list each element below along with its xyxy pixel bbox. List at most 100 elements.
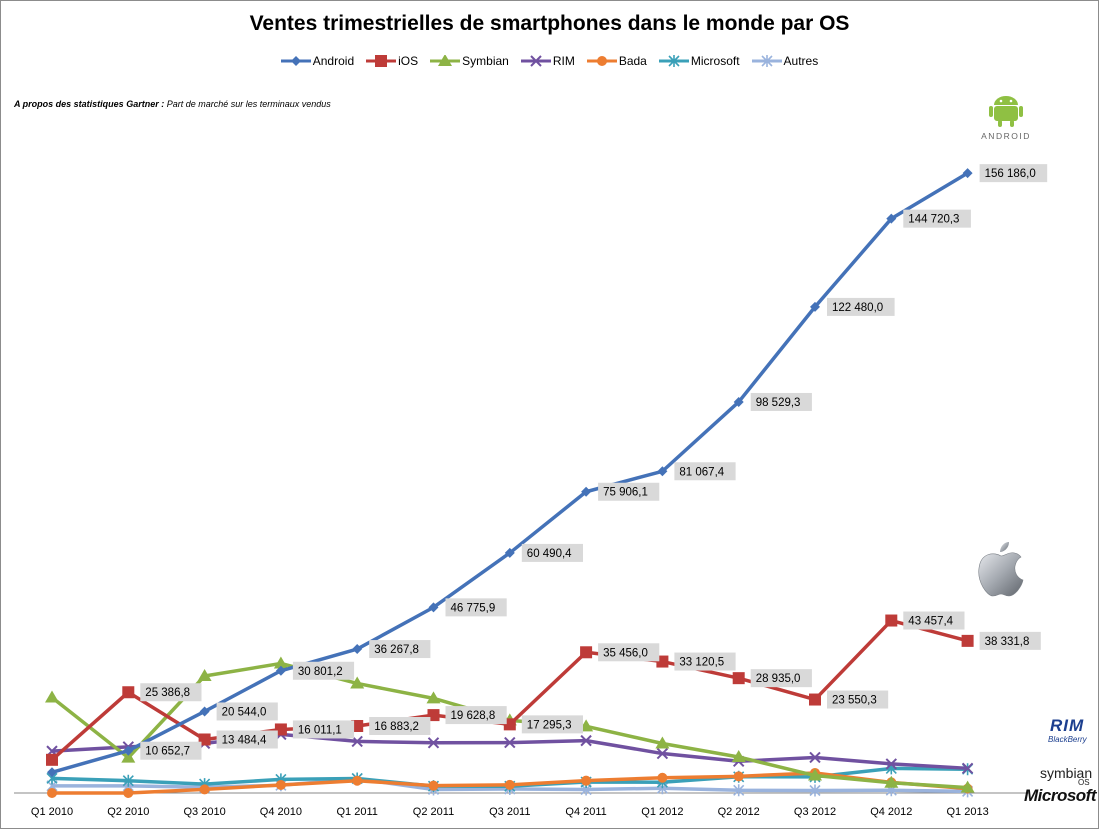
data-label-box [369, 716, 431, 735]
data-point-android [504, 547, 515, 558]
data-point-rim [961, 762, 974, 775]
data-point-android [428, 602, 439, 613]
data-label: 81 067,4 [679, 466, 724, 478]
data-point-ios [46, 753, 58, 766]
symbian-logo-icon: symbian OS [1040, 765, 1094, 791]
data-point-symbian [884, 775, 899, 788]
data-point-ios [351, 719, 364, 732]
data-point-bada [428, 780, 439, 791]
data-point-ios [274, 723, 287, 736]
data-point-symbian [655, 736, 670, 749]
data-point-symbian [45, 690, 59, 703]
data-label: 23 550,3 [832, 695, 877, 707]
data-label-box [598, 482, 660, 501]
legend-marker [438, 55, 453, 66]
legend-label: Symbian [462, 54, 509, 68]
data-label: 43 457,4 [908, 616, 953, 628]
legend-label: Autres [783, 54, 819, 68]
data-label: 35 456,0 [603, 647, 648, 659]
data-point-ios [122, 686, 135, 699]
microsoft-logo-icon: Microsoft [1024, 786, 1098, 806]
data-label: 36 267,8 [374, 644, 419, 656]
data-label-box [598, 643, 660, 662]
data-label: 20 544,0 [222, 706, 267, 718]
data-label: 16 883,2 [374, 721, 419, 733]
data-label-box [903, 209, 971, 228]
legend-label: Microsoft [690, 54, 740, 68]
legend-swatch [586, 56, 617, 66]
x-tick-label: Q1 2012 [641, 806, 683, 818]
legend-swatch [520, 55, 551, 67]
legend-item-microsoft: Microsoft [658, 54, 740, 68]
data-point-bada [504, 779, 515, 790]
data-label: 16 011,1 [298, 724, 342, 736]
legend-item-rim: RIM [520, 54, 575, 68]
x-tick-label: Q1 2013 [946, 806, 988, 818]
data-label: 38 331,8 [985, 636, 1030, 648]
data-point-ios [809, 693, 821, 706]
legend-swatch [658, 55, 689, 67]
data-label: 13 484,4 [222, 734, 267, 746]
data-label: 60 490,4 [527, 548, 572, 560]
x-tick-label: Q4 2010 [260, 806, 302, 818]
data-label-box [445, 706, 507, 725]
data-point-android [199, 706, 210, 717]
data-point-ios [580, 646, 593, 659]
data-point-bada [352, 775, 363, 786]
data-label-box [369, 640, 431, 659]
data-point-ios [656, 655, 669, 668]
legend-swatch [751, 55, 782, 67]
data-label-box [674, 462, 736, 481]
apple-logo-icon [978, 542, 1024, 597]
legend-marker [375, 55, 388, 67]
legend-label: iOS [398, 54, 419, 68]
data-point-symbian [426, 691, 441, 704]
data-label: 28 935,0 [756, 673, 801, 685]
legend-label: RIM [552, 54, 575, 68]
blackberry-wordmark: BlackBerry [1048, 735, 1087, 744]
data-point-bada [47, 788, 57, 798]
data-point-ios [427, 709, 440, 722]
legend-item-bada: Bada [586, 54, 647, 68]
legend-item-android: Android [280, 54, 354, 68]
data-label-box [750, 669, 812, 688]
data-point-microsoft [122, 774, 134, 787]
data-label: 25 386,8 [145, 687, 190, 699]
data-point-android [275, 665, 286, 676]
data-point-symbian [808, 768, 822, 781]
data-label: 19 628,8 [451, 710, 496, 722]
note-bold: A propos des statistiques Gartner : [14, 99, 165, 109]
data-label-box [216, 702, 278, 721]
data-point-android [657, 466, 668, 477]
data-label-box [979, 164, 1048, 183]
data-label-box [521, 543, 583, 562]
data-point-bada [199, 784, 210, 795]
data-point-rim [885, 758, 898, 770]
data-point-rim [427, 737, 440, 749]
x-tick-label: Q3 2011 [489, 806, 530, 818]
data-point-symbian [121, 750, 136, 763]
data-point-bada [657, 772, 668, 783]
data-label: 98 529,3 [756, 397, 801, 409]
legend-marker [290, 56, 301, 66]
data-point-bada [123, 788, 134, 798]
data-point-symbian [350, 676, 365, 689]
data-point-rim [656, 747, 669, 760]
x-tick-label: Q3 2010 [183, 806, 225, 818]
legend: Android iOS Symbian RIM Bada Microsoft Autres [0, 54, 1099, 68]
data-point-android [733, 396, 744, 407]
legend-swatch [366, 55, 397, 67]
data-label: 156 186,0 [985, 168, 1036, 180]
data-point-symbian [731, 750, 746, 763]
data-point-ios [503, 718, 516, 731]
data-label-box [750, 392, 812, 411]
android-robot-icon: ANDROID [981, 96, 1029, 141]
data-label-box [521, 715, 583, 734]
data-label-box [140, 683, 202, 702]
data-label-box [292, 720, 355, 739]
legend-item-ios: iOS [366, 54, 418, 68]
rim-wordmark: RIM [1050, 716, 1085, 735]
data-label: 33 120,5 [679, 657, 724, 669]
microsoft-wordmark: Microsoft [1024, 786, 1097, 805]
data-point-android [962, 168, 973, 179]
